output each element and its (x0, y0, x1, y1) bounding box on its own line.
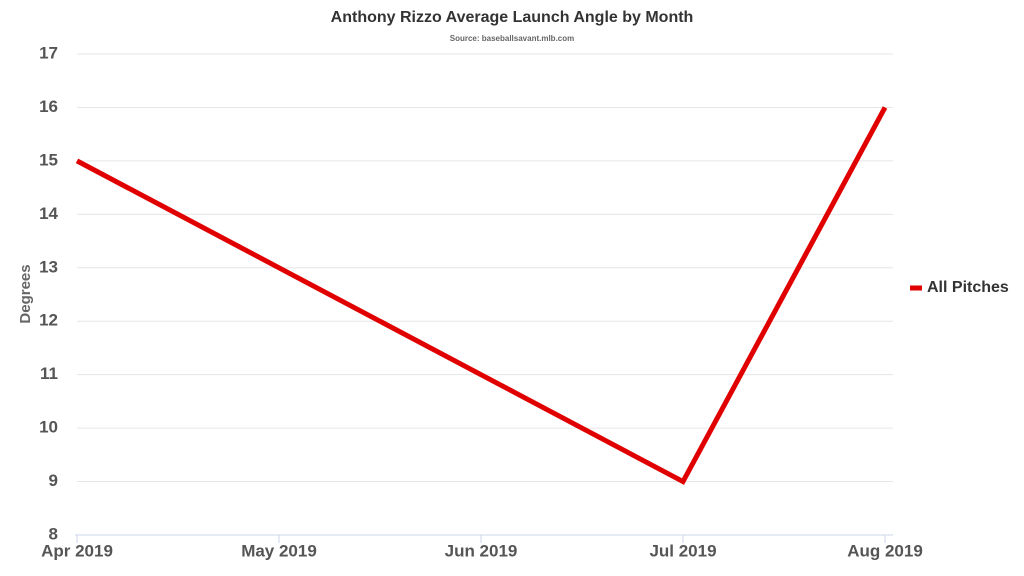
line-series (75, 106, 888, 485)
y-tick-label: 17 (39, 43, 58, 62)
y-tick-label: 11 (40, 364, 58, 383)
x-tick-label: May 2019 (241, 541, 317, 560)
y-tick-label: 16 (39, 97, 58, 116)
chart-title: Anthony Rizzo Average Launch Angle by Mo… (331, 9, 694, 26)
y-tick-label: 8 (49, 524, 58, 543)
x-tick-label: Aug 2019 (847, 541, 923, 560)
x-tick-label: Apr 2019 (41, 541, 113, 560)
y-axis-label: Degrees (17, 264, 34, 323)
y-tick-label: 12 (39, 311, 58, 330)
x-tick-label: Jun 2019 (445, 541, 518, 560)
chart-subtitle: Source: baseballsavant.mlb.com (450, 34, 575, 43)
y-tick-label: 15 (39, 150, 58, 169)
y-tick-label: 13 (39, 257, 58, 276)
y-tick-label: 14 (39, 204, 58, 223)
y-tick-label: 9 (49, 471, 58, 490)
y-tick-label: 10 (39, 418, 58, 437)
legend-label: All Pitches (927, 279, 1009, 296)
x-tick-label: Jul 2019 (649, 541, 716, 560)
